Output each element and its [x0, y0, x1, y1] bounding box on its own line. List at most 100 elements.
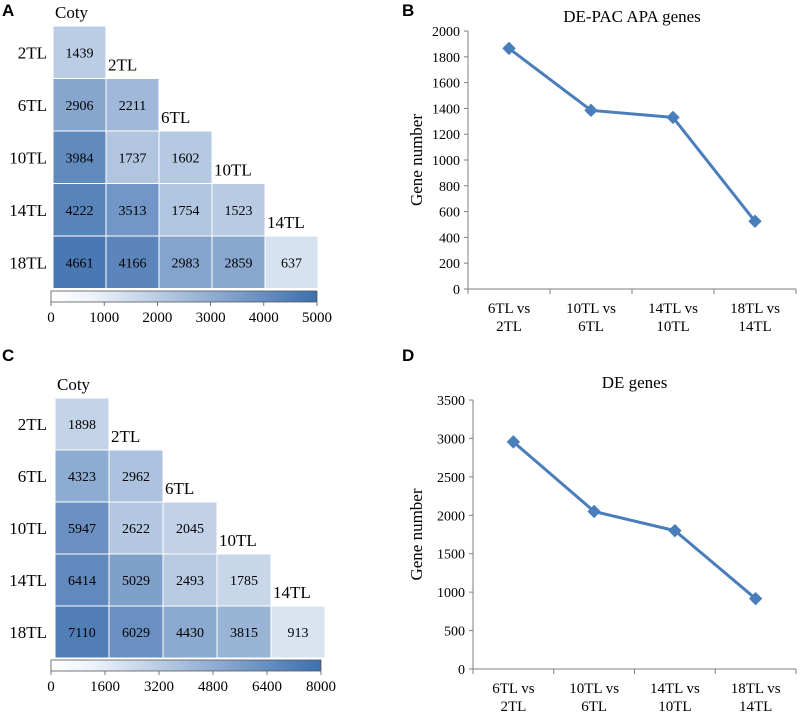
heatmap-cell: [158, 130, 213, 184]
y-tick-label: 400: [439, 231, 460, 246]
column-label: 14TL: [267, 213, 305, 232]
colorbar-tick-label: 0: [47, 310, 55, 326]
panel-letter: B: [402, 1, 415, 20]
cell-value: 1523: [225, 204, 253, 219]
panel-b: B DE-PAC APA genes Gene number 0 200 400 600 8…: [400, 0, 809, 345]
x-tick-label: 6TL vs 2TL: [488, 301, 531, 335]
cell-value: 4661: [66, 256, 94, 271]
colorbar-tick-label: 2000: [142, 310, 172, 326]
row-label: 18TL: [9, 623, 47, 642]
colorbar-tick-label: 6400: [252, 679, 282, 695]
heatmap-cell: [270, 605, 326, 659]
heatmap-cell: [108, 605, 164, 659]
cell-value: 913: [288, 626, 309, 641]
data-point: [587, 504, 601, 519]
panel-c: C 2TL 6TL 10TL 14TL 18TL Coty 2TL 6TL 10TL 14TL 18…: [0, 345, 340, 717]
column-label: 2TL: [108, 56, 137, 75]
line-chart-d: DE genes Gene number 0 500 1000 1500 2000 2500 3…: [407, 373, 797, 715]
heatmap-cell: [54, 397, 110, 451]
cell-value: 2211: [119, 99, 146, 114]
y-tick-label: 0: [453, 283, 460, 298]
chart-title: DE-PAC APA genes: [563, 7, 701, 26]
panel-letter: A: [2, 1, 15, 20]
y-tick-label: 800: [439, 180, 460, 195]
cell-value: 2962: [122, 470, 150, 485]
row-label: 14TL: [9, 201, 47, 220]
heatmap-a: 2TL 6TL 10TL 14TL 18TL Coty 2TL 6TL 10TL 14TL 1439…: [9, 3, 332, 326]
heatmap-cell: [54, 605, 110, 659]
colorbar-tick-label: 8000: [306, 679, 336, 695]
data-point: [506, 435, 521, 449]
y-tick-label: 2000: [437, 509, 465, 524]
y-tick-label: 2000: [432, 25, 460, 40]
cell-value: 4222: [66, 204, 94, 219]
heatmap-cell: [105, 183, 160, 237]
cell-value: 5029: [122, 574, 150, 589]
line-chart-b: DE-PAC APA genes Gene number 0 200 400 600 800…: [407, 7, 797, 335]
cell-value: 1737: [119, 151, 147, 166]
cell-value: 1785: [230, 574, 258, 589]
heatmap-cell: [108, 449, 164, 503]
heatmap-cell: [108, 501, 164, 555]
cell-value: 2906: [66, 99, 94, 114]
y-tick-label: 1400: [432, 102, 460, 117]
panel-letter: C: [2, 346, 15, 365]
cell-value: 3513: [119, 204, 147, 219]
cell-value: 1439: [66, 46, 94, 61]
cell-value: 1898: [68, 418, 96, 433]
cell-value: 2983: [172, 256, 200, 271]
heatmap-cell: [162, 501, 218, 555]
series-line: [512, 440, 757, 600]
x-tick-label: 14TL vs 10TL: [650, 681, 700, 715]
y-tick-label: 500: [444, 625, 465, 640]
cell-value: 2493: [176, 574, 204, 589]
y-tick-label: 1600: [432, 77, 460, 92]
row-label: 10TL: [9, 148, 47, 167]
data-point: [748, 591, 763, 606]
column-label: 2TL: [111, 427, 140, 446]
y-tick-label: 1000: [437, 586, 465, 601]
data-point: [666, 110, 680, 125]
cell-value: 637: [281, 256, 302, 271]
x-tick-label: 18TL vs 14TL: [731, 681, 781, 715]
data-point: [502, 41, 516, 56]
colorbar-tick-label: 3200: [144, 679, 174, 695]
row-label: 14TL: [9, 571, 47, 590]
cell-value: 1602: [172, 151, 200, 166]
cell-value: 2859: [225, 256, 253, 271]
heatmap-cell: [108, 553, 164, 607]
heatmap-cell: [162, 605, 218, 659]
cell-value: 6414: [68, 574, 96, 589]
data-point: [668, 523, 682, 538]
row-label: 2TL: [18, 415, 47, 434]
column-label: Coty: [57, 375, 91, 394]
heatmap-cell: [54, 501, 110, 555]
y-tick-label: 0: [458, 663, 465, 678]
y-tick-label: 600: [439, 206, 460, 221]
row-label: 18TL: [9, 253, 47, 272]
column-label: 6TL: [161, 108, 190, 127]
column-label: Coty: [55, 3, 89, 22]
colorbar-tick-label: 5000: [302, 310, 332, 326]
heatmap-cell: [52, 78, 107, 132]
y-tick-label: 1200: [432, 128, 460, 143]
heatmap-cell: [211, 235, 266, 289]
y-tick-label: 1800: [432, 51, 460, 66]
x-tick-label: 18TL vs 14TL: [730, 301, 780, 335]
y-tick-label: 200: [439, 257, 460, 272]
colorbar-tick-label: 1000: [89, 310, 119, 326]
x-tick-label: 10TL vs 6TL: [566, 301, 616, 335]
heatmap-cell: [52, 25, 107, 79]
colorbar: [50, 659, 322, 672]
row-label: 2TL: [18, 43, 47, 62]
cell-value: 1754: [172, 204, 200, 219]
colorbar-tick-label: 0: [47, 679, 55, 695]
colorbar-tick-label: 1600: [90, 679, 120, 695]
column-label: 10TL: [219, 531, 257, 550]
heatmap-cell: [105, 235, 160, 289]
column-label: 10TL: [214, 161, 252, 180]
heatmap-cell: [264, 235, 319, 289]
colorbar-tick-label: 3000: [196, 310, 226, 326]
cell-value: 2045: [176, 522, 204, 537]
cell-value: 3984: [66, 151, 94, 166]
